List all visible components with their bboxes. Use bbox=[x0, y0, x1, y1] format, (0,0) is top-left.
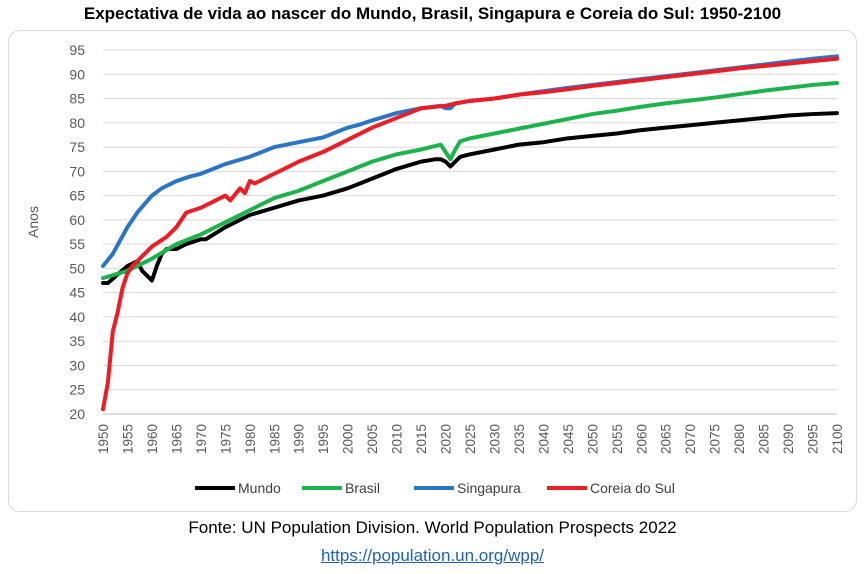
x-tick-label: 2075 bbox=[708, 424, 723, 454]
x-tick-label: 1995 bbox=[316, 424, 331, 454]
x-tick-label: 1975 bbox=[218, 424, 233, 454]
y-tick-label: 85 bbox=[69, 91, 85, 107]
y-tick-label: 35 bbox=[69, 333, 85, 349]
y-tick-label: 40 bbox=[69, 309, 85, 325]
x-tick-label: 2080 bbox=[732, 424, 747, 454]
x-tick-label: 2035 bbox=[512, 424, 527, 454]
y-tick-label: 55 bbox=[69, 236, 85, 252]
source-link[interactable]: https://population.un.org/wpp/ bbox=[320, 546, 545, 565]
x-tick-label: 1980 bbox=[243, 424, 258, 454]
legend-label: Coreia do Sul bbox=[590, 480, 675, 496]
y-tick-label: 75 bbox=[69, 139, 85, 155]
x-tick-label: 2055 bbox=[610, 424, 625, 454]
x-tick-label: 2025 bbox=[463, 424, 478, 454]
legend-label: Singapura bbox=[457, 480, 521, 496]
series-line-brasil bbox=[101, 81, 839, 281]
y-tick-label: 50 bbox=[69, 260, 85, 276]
x-tick-label: 2020 bbox=[439, 424, 454, 454]
chart-frame bbox=[8, 30, 857, 512]
x-tick-label: 1965 bbox=[169, 424, 184, 454]
x-tick-label: 2045 bbox=[561, 424, 576, 454]
x-tick-label: 2065 bbox=[659, 424, 674, 454]
x-tick-label: 1985 bbox=[267, 424, 282, 454]
series-line-coreia-do-sul bbox=[101, 56, 839, 412]
y-tick-label: 60 bbox=[69, 212, 85, 228]
y-tick-label: 30 bbox=[69, 357, 85, 373]
source-note: Fonte: UN Population Division. World Pop… bbox=[188, 518, 677, 537]
x-tick-label: 2060 bbox=[634, 424, 649, 454]
x-tick-label: 2030 bbox=[487, 424, 502, 454]
y-tick-label: 90 bbox=[69, 66, 85, 82]
y-tick-label: 70 bbox=[69, 163, 85, 179]
x-tick-label: 1960 bbox=[145, 424, 160, 454]
x-tick-label: 2050 bbox=[585, 424, 600, 454]
x-tick-label: 2010 bbox=[390, 424, 405, 454]
x-tick-label: 1990 bbox=[292, 424, 307, 454]
x-tick-label: 2040 bbox=[536, 424, 551, 454]
series-line-mundo bbox=[101, 111, 839, 285]
y-tick-label: 65 bbox=[69, 188, 85, 204]
x-tick-label: 2085 bbox=[757, 424, 772, 454]
y-tick-label: 20 bbox=[69, 406, 85, 422]
x-tick-label: 2100 bbox=[830, 424, 845, 454]
y-tick-label: 80 bbox=[69, 115, 85, 131]
x-tick-label: 1970 bbox=[194, 424, 209, 454]
y-axis-label: Anos bbox=[25, 206, 41, 238]
x-tick-label: 2005 bbox=[365, 424, 380, 454]
y-tick-label: 45 bbox=[69, 285, 85, 301]
y-tick-label: 25 bbox=[69, 382, 85, 398]
x-tick-label: 2000 bbox=[341, 424, 356, 454]
x-tick-label: 2015 bbox=[414, 424, 429, 454]
legend-label: Mundo bbox=[238, 480, 281, 496]
x-tick-label: 1950 bbox=[96, 424, 111, 454]
x-tick-label: 2090 bbox=[781, 424, 796, 454]
y-tick-label: 95 bbox=[69, 42, 85, 58]
x-tick-label: 2070 bbox=[683, 424, 698, 454]
legend-label: Brasil bbox=[345, 480, 380, 496]
x-tick-label: 1955 bbox=[120, 424, 135, 454]
chart-title: Expectativa de vida ao nascer do Mundo, … bbox=[83, 4, 782, 23]
x-tick-label: 2095 bbox=[806, 424, 821, 454]
